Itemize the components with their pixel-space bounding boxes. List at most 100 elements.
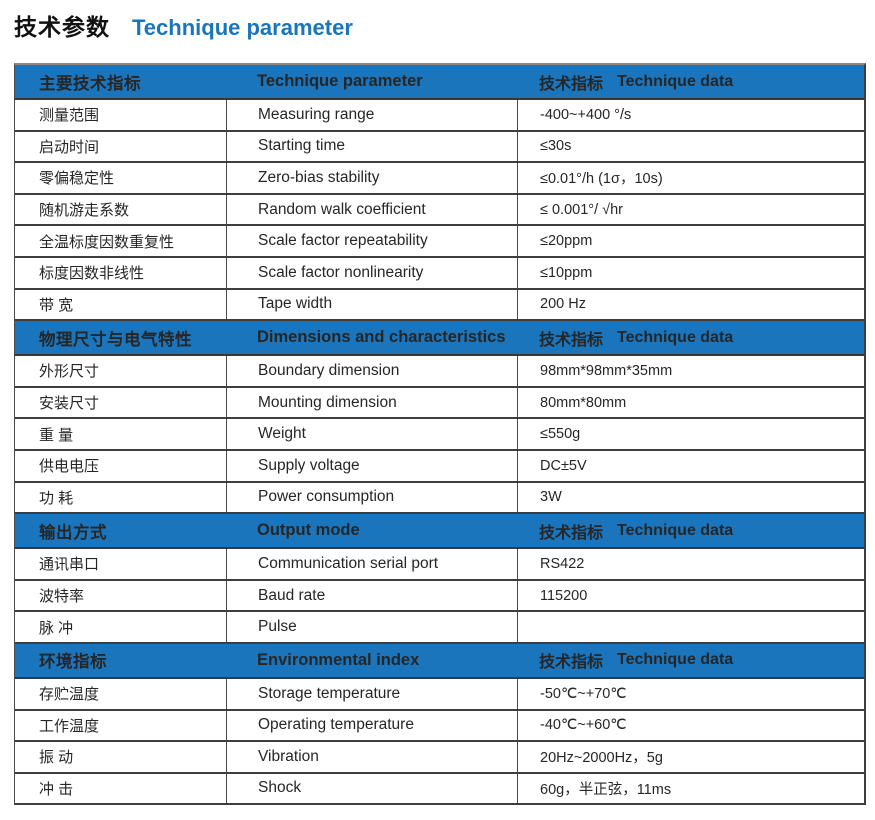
spec-header-en: Technique data bbox=[617, 521, 734, 539]
spec-column-header: 技术指标 Technique data bbox=[517, 65, 864, 98]
param-name-en: Vibration bbox=[226, 742, 517, 772]
param-value: 60g，半正弦，11ms bbox=[517, 773, 864, 804]
param-name-en: Measuring range bbox=[226, 100, 517, 130]
section-header-row: 环境指标 Environmental index 技术指标 Technique dat… bbox=[15, 643, 864, 679]
param-name-cn: 通讯串口 bbox=[39, 556, 100, 574]
table-row: 启动时间 Starting time ≤30s bbox=[15, 131, 864, 164]
spec-header-en: Technique data bbox=[617, 328, 734, 346]
param-name-cn: 零偏稳定性 bbox=[39, 170, 115, 188]
param-name-cn: 全温标度因数重复性 bbox=[39, 233, 175, 251]
param-value: -400~+400 °/s bbox=[517, 100, 864, 130]
table-row: 冲 击 Shock 60g，半正弦，11ms bbox=[15, 773, 864, 806]
table-row: 带 宽 Tape width 200 Hz bbox=[15, 289, 864, 322]
spec-column-header: 技术指标 Technique data bbox=[517, 514, 864, 547]
param-name-cn: 冲 击 bbox=[39, 780, 74, 798]
spec-header-cn: 技术指标 bbox=[539, 524, 604, 542]
param-name-en: Starting time bbox=[226, 131, 517, 162]
param-name-cn: 工作温度 bbox=[39, 717, 100, 735]
param-name-en: Operating temperature bbox=[226, 710, 517, 741]
param-name-en: Scale factor nonlinearity bbox=[226, 257, 517, 288]
param-value: -40℃~+60℃ bbox=[517, 710, 864, 741]
table-row: 通讯串口 Communication serial port RS422 bbox=[15, 549, 864, 581]
section-title-cn: 主要技术指标 bbox=[39, 74, 141, 93]
section-title-cn: 物理尺寸与电气特性 bbox=[39, 330, 192, 349]
table-row: 振 动 Vibration 20Hz~2000Hz，5g bbox=[15, 742, 864, 774]
spec-column-header: 技术指标 Technique data bbox=[517, 321, 864, 354]
param-value: ≤10ppm bbox=[517, 257, 864, 288]
param-name-en: Mounting dimension bbox=[226, 387, 517, 418]
section-title-en: Technique parameter bbox=[257, 72, 423, 90]
param-value bbox=[517, 612, 864, 642]
param-name-en: Boundary dimension bbox=[226, 356, 517, 386]
param-value: 98mm*98mm*35mm bbox=[517, 356, 864, 386]
table-row: 测量范围 Measuring range -400~+400 °/s bbox=[15, 100, 864, 132]
section-title-cn: 环境指标 bbox=[39, 653, 107, 672]
section-header-row: 输出方式 Output mode 技术指标 Technique data bbox=[15, 514, 864, 550]
param-name-cn: 供电电压 bbox=[39, 458, 100, 476]
param-name-cn: 外形尺寸 bbox=[39, 363, 100, 381]
param-name-cn: 启动时间 bbox=[39, 138, 100, 156]
table-row: 零偏稳定性 Zero-bias stability ≤0.01°/h (1σ，10s… bbox=[15, 163, 864, 195]
param-name-en: Communication serial port bbox=[226, 549, 517, 579]
table-row: 全温标度因数重复性 Scale factor repeatability ≤20pp… bbox=[15, 226, 864, 258]
param-name-cn: 重 量 bbox=[39, 426, 74, 444]
spec-column-header: 技术指标 Technique data bbox=[517, 644, 864, 677]
table-row: 功 耗 Power consumption 3W bbox=[15, 482, 864, 515]
section-title-en: Environmental index bbox=[257, 650, 420, 669]
page-title-en: Technique parameter bbox=[132, 15, 353, 40]
spec-header-en: Technique data bbox=[617, 651, 734, 669]
table-row: 工作温度 Operating temperature -40℃~+60℃ bbox=[15, 710, 864, 743]
param-value: DC±5V bbox=[517, 450, 864, 481]
parameters-table: 主要技术指标 Technique parameter 技术指标 Technique d… bbox=[14, 63, 866, 806]
section-header-row: 主要技术指标 Technique parameter 技术指标 Technique d… bbox=[15, 65, 864, 100]
param-value: 200 Hz bbox=[517, 289, 864, 320]
table-row: 波特率 Baud rate 115200 bbox=[15, 580, 864, 613]
section-header-row: 物理尺寸与电气特性 Dimensions and characteristics 技… bbox=[15, 321, 864, 357]
param-name-cn: 安装尺寸 bbox=[39, 395, 100, 413]
param-value: 3W bbox=[517, 482, 864, 513]
table-row: 标度因数非线性 Scale factor nonlinearity ≤10ppm bbox=[15, 257, 864, 290]
param-name-cn: 功 耗 bbox=[39, 489, 74, 507]
section-title-cn: 输出方式 bbox=[39, 523, 107, 542]
spec-header-cn: 技术指标 bbox=[539, 654, 604, 672]
param-name-en: Supply voltage bbox=[226, 450, 517, 481]
param-value: ≤20ppm bbox=[517, 226, 864, 256]
param-name-en: Pulse bbox=[226, 612, 517, 642]
param-name-cn: 带 宽 bbox=[39, 296, 74, 314]
param-name-en: Shock bbox=[226, 773, 517, 804]
table-row: 随机游走系数 Random walk coefficient ≤ 0.001°/ √… bbox=[15, 194, 864, 227]
param-value: 115200 bbox=[517, 580, 864, 611]
param-name-en: Storage temperature bbox=[226, 678, 517, 709]
param-name-en: Tape width bbox=[226, 289, 517, 320]
param-name-en: Random walk coefficient bbox=[226, 194, 517, 225]
spec-header-en: Technique data bbox=[617, 72, 734, 90]
param-value: 20Hz~2000Hz，5g bbox=[517, 742, 864, 772]
table-row: 重 量 Weight ≤550g bbox=[15, 419, 864, 451]
param-value: ≤0.01°/h (1σ，10s) bbox=[517, 163, 864, 193]
spec-header-cn: 技术指标 bbox=[539, 331, 604, 349]
param-value: RS422 bbox=[517, 549, 864, 579]
param-value: ≤550g bbox=[517, 419, 864, 449]
section-title-en: Dimensions and characteristics bbox=[257, 328, 506, 347]
param-name-en: Power consumption bbox=[226, 482, 517, 513]
param-name-cn: 测量范围 bbox=[39, 107, 100, 125]
param-name-en: Scale factor repeatability bbox=[226, 226, 517, 256]
param-name-cn: 随机游走系数 bbox=[39, 202, 130, 220]
param-name-cn: 波特率 bbox=[39, 588, 85, 606]
table-row: 安装尺寸 Mounting dimension 80mm*80mm bbox=[15, 387, 864, 420]
param-value: -50℃~+70℃ bbox=[517, 678, 864, 709]
param-name-en: Weight bbox=[226, 419, 517, 449]
spec-header-cn: 技术指标 bbox=[539, 75, 604, 93]
page-title-cn: 技术参数 bbox=[14, 14, 110, 40]
param-value: ≤ 0.001°/ √hr bbox=[517, 194, 864, 225]
table-row: 脉 冲 Pulse bbox=[15, 612, 864, 644]
section-title-en: Output mode bbox=[257, 521, 360, 540]
param-name-en: Baud rate bbox=[226, 580, 517, 611]
param-name-cn: 存贮温度 bbox=[39, 686, 100, 704]
param-name-cn: 振 动 bbox=[39, 749, 74, 767]
table-row: 外形尺寸 Boundary dimension 98mm*98mm*35mm bbox=[15, 356, 864, 388]
table-row: 存贮温度 Storage temperature -50℃~+70℃ bbox=[15, 678, 864, 711]
param-name-cn: 脉 冲 bbox=[39, 619, 74, 637]
param-name-cn: 标度因数非线性 bbox=[39, 265, 145, 283]
